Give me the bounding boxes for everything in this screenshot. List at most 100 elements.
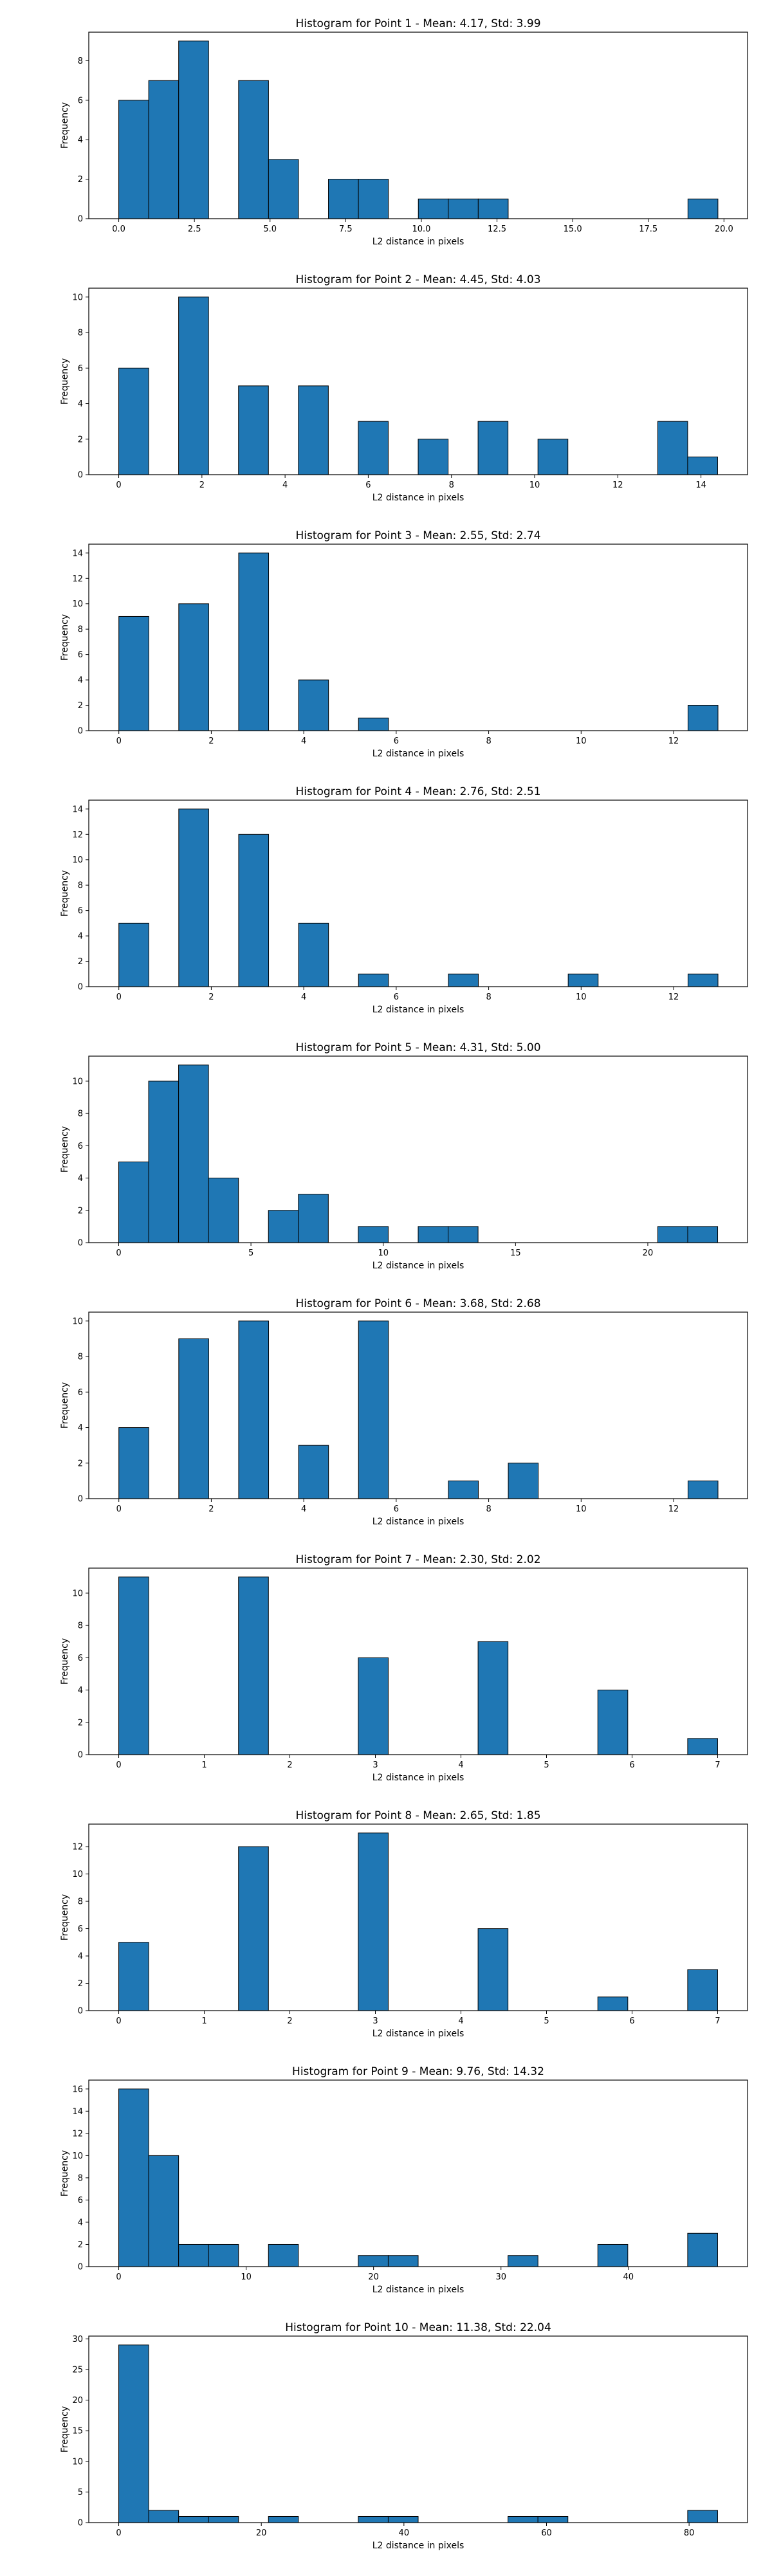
x-tick-label: 40 <box>623 2272 634 2282</box>
histogram-bar <box>597 1690 629 1755</box>
x-tick-label: 2 <box>199 480 205 490</box>
y-tick-label: 0 <box>78 215 83 224</box>
y-tick-label: 2 <box>78 1979 83 1989</box>
x-axis-label: L2 distance in pixels <box>372 1773 464 1783</box>
histogram-bar <box>178 1338 209 1499</box>
histogram-bar <box>477 198 509 219</box>
x-tick-label: 3 <box>372 2016 378 2026</box>
y-tick-label: 10 <box>72 855 83 865</box>
histogram-bar <box>687 456 718 475</box>
y-tick-label: 4 <box>78 1174 83 1183</box>
chart-title: Histogram for Point 2 - Mean: 4.45, Std:… <box>295 273 540 286</box>
histogram-bar <box>148 2510 179 2523</box>
y-tick-label: 0 <box>78 727 83 736</box>
y-tick-label: 0 <box>78 1751 83 1760</box>
histogram-bar <box>418 198 449 219</box>
histogram-bar <box>358 973 389 987</box>
histogram-bar <box>358 1657 389 1755</box>
axes-frame <box>88 544 748 731</box>
histogram-bar <box>268 2516 299 2523</box>
y-axis-label: Frequency <box>60 1382 70 1429</box>
chart-title: Histogram for Point 3 - Mean: 2.55, Std:… <box>295 529 540 542</box>
x-tick-label: 60 <box>541 2528 552 2538</box>
histogram-bar <box>178 297 209 475</box>
histogram-panel-1: Histogram for Point 1 - Mean: 4.17, Std:… <box>60 17 748 247</box>
y-tick-label: 12 <box>72 830 83 840</box>
histogram-bar <box>687 1226 719 1243</box>
histogram-bar <box>508 2255 538 2267</box>
y-tick-label: 2 <box>78 957 83 967</box>
x-axis-label: L2 distance in pixels <box>372 2541 464 2551</box>
histogram-bar <box>268 1210 299 1243</box>
bars <box>118 808 719 987</box>
y-axis-label: Frequency <box>60 1894 70 1941</box>
axes-frame <box>88 799 748 987</box>
chart-title: Histogram for Point 1 - Mean: 4.17, Std:… <box>295 17 540 30</box>
axes-frame <box>88 288 748 475</box>
y-tick-label: 6 <box>78 1924 83 1934</box>
histogram-bar <box>477 1928 509 2011</box>
x-tick-label: 10 <box>576 992 587 1002</box>
y-tick-label: 6 <box>78 1388 83 1398</box>
y-tick-label: 14 <box>72 549 83 558</box>
x-tick-label: 6 <box>629 2016 634 2026</box>
y-tick-label: 8 <box>78 1897 83 1907</box>
x-tick-label: 7.5 <box>339 224 353 234</box>
y-tick-label: 4 <box>78 136 83 145</box>
y-tick-label: 12 <box>72 574 83 584</box>
x-tick-label: 8 <box>486 736 491 746</box>
x-tick-label: 2 <box>208 736 214 746</box>
histogram-panel-6: Histogram for Point 6 - Mean: 3.68, Std:… <box>60 1297 748 1527</box>
x-tick-label: 14 <box>695 480 706 490</box>
y-tick-label: 0 <box>78 1239 83 1248</box>
histogram-bar <box>118 922 149 987</box>
histogram-bar <box>118 1161 149 1243</box>
y-tick-label: 16 <box>72 2085 83 2094</box>
histogram-bar <box>418 439 449 475</box>
y-tick-label: 10 <box>72 2151 83 2161</box>
x-tick-label: 6 <box>394 736 399 746</box>
y-tick-label: 14 <box>72 2107 83 2117</box>
x-tick-label: 0 <box>116 2016 121 2026</box>
y-tick-label: 20 <box>72 2396 83 2406</box>
chart-title: Histogram for Point 8 - Mean: 2.65, Std:… <box>295 1809 540 1822</box>
y-tick-label: 12 <box>72 2129 83 2139</box>
x-tick-label: 5 <box>544 2016 549 2026</box>
histogram-bar <box>448 198 479 219</box>
axes-frame <box>88 1055 748 1243</box>
histogram-bar <box>448 973 479 987</box>
histogram-bar <box>178 2516 209 2523</box>
y-tick-label: 8 <box>78 881 83 891</box>
chart-title: Histogram for Point 9 - Mean: 9.76, Std:… <box>292 2065 544 2078</box>
histogram-bar <box>238 834 270 987</box>
histogram-bar <box>148 2155 179 2267</box>
x-tick-label: 4 <box>301 992 306 1002</box>
y-axis-label: Frequency <box>60 102 70 149</box>
axes-frame <box>88 2079 748 2267</box>
x-tick-label: 15 <box>510 1248 521 1258</box>
bars <box>118 41 719 219</box>
histogram-bar <box>238 1320 270 1499</box>
y-tick-label: 14 <box>72 805 83 814</box>
y-tick-label: 10 <box>72 293 83 302</box>
histogram-bar <box>178 1064 209 1243</box>
histogram-bar <box>537 2516 569 2523</box>
histogram-bar <box>178 808 209 987</box>
histogram-panel-3: Histogram for Point 3 - Mean: 2.55, Std:… <box>60 529 748 759</box>
histogram-bar <box>657 421 688 475</box>
x-tick-label: 10 <box>576 1504 587 1514</box>
histogram-bar <box>687 2510 718 2523</box>
histogram-bar <box>208 2243 239 2267</box>
x-tick-label: 0 <box>116 1760 121 1770</box>
histogram-bar <box>118 1427 149 1499</box>
bars <box>118 2344 718 2523</box>
histogram-panel-8: Histogram for Point 8 - Mean: 2.65, Std:… <box>60 1809 748 2039</box>
x-tick-label: 12 <box>668 1504 679 1514</box>
bars <box>118 553 719 731</box>
histogram-panel-2: Histogram for Point 2 - Mean: 4.45, Std:… <box>60 273 748 503</box>
x-axis-label: L2 distance in pixels <box>372 1261 464 1271</box>
x-axis-label: L2 distance in pixels <box>372 1517 464 1527</box>
y-tick-label: 8 <box>78 329 83 338</box>
